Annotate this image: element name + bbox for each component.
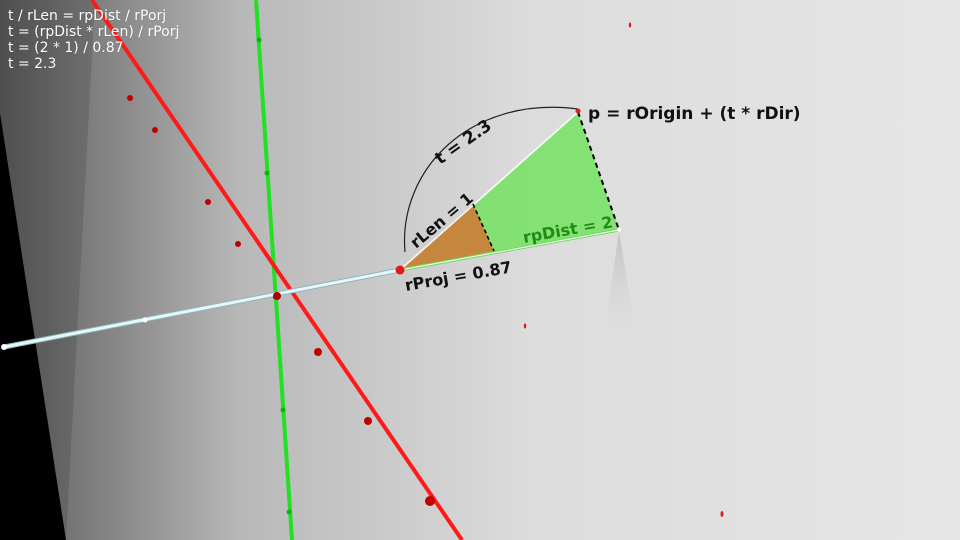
ray-line [1, 267, 401, 350]
rdir-distance-dashed-line [472, 203, 495, 252]
formula-line: t = (rpDist * rLen) / rPorj [8, 24, 180, 40]
p-point [575, 108, 581, 114]
projection-shadow [600, 232, 640, 360]
ray-direction-line [399, 111, 579, 271]
x-axis [90, 0, 464, 540]
plane-left-shadow [0, 0, 95, 540]
ray-origin-point [395, 265, 405, 275]
t-arc [403, 106, 579, 253]
formula-line: t / rLen = rpDist / rPorj [8, 8, 167, 24]
marker-dot [628, 22, 632, 28]
projection-base-line-highlight [399, 229, 620, 271]
projection-foot-point [617, 228, 621, 232]
marker-dot [720, 511, 724, 517]
axis-origin-dot [273, 292, 281, 300]
formula-overlay: t / rLen = rpDist / rPorj t = (rpDist * … [8, 8, 179, 72]
marker-dot [523, 323, 527, 329]
small-triangle [400, 204, 494, 270]
formula-line: t = (2 * 1) / 0.87 [8, 40, 124, 56]
point-equation-label: p = rOrigin + (t * rDir) [588, 104, 801, 124]
p-distance-dashed-line [577, 111, 620, 231]
formula-line: t = 2.3 [8, 56, 57, 72]
